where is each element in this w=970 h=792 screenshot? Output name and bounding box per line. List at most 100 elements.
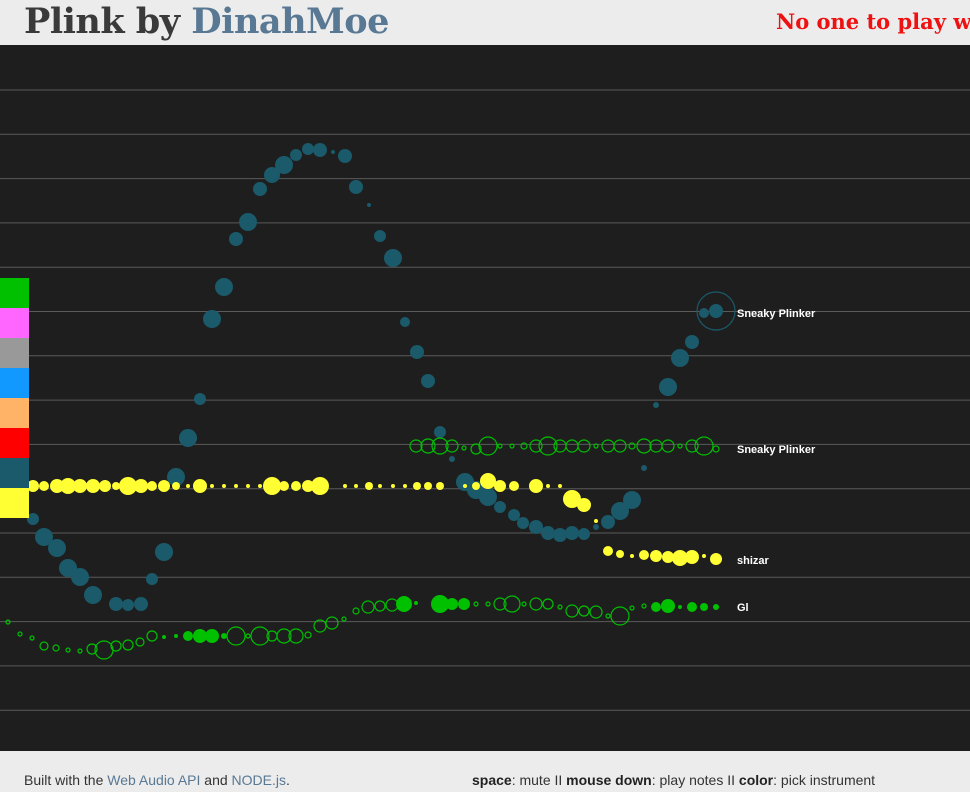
swatch-gray[interactable]	[0, 338, 29, 368]
note-dot-yellow	[472, 482, 480, 490]
note-dot-teal	[109, 597, 123, 611]
web-audio-api-link[interactable]: Web Audio API	[107, 772, 201, 788]
note-dot-green	[361, 600, 375, 614]
note-dot-green	[174, 634, 178, 638]
app-title-dinahmoe[interactable]: DinahMoe	[191, 1, 389, 42]
note-dot-green	[205, 629, 219, 643]
note-dot-teal	[134, 597, 148, 611]
swatch-red[interactable]	[0, 428, 29, 458]
player-label: Sneaky Plinker	[737, 308, 816, 320]
note-dot-green	[613, 439, 627, 453]
note-dot-yellow	[603, 546, 613, 556]
note-dot-green	[661, 599, 675, 613]
note-dot-green	[122, 639, 134, 651]
note-dot-teal	[290, 149, 302, 161]
note-dot-teal	[653, 402, 659, 408]
note-dot-green	[529, 597, 543, 611]
note-dot-green	[52, 644, 60, 652]
help-desc-mouse: : play notes II	[651, 772, 736, 788]
note-dot-yellow	[509, 481, 519, 491]
note-dot-yellow	[702, 554, 706, 558]
note-dot-teal	[338, 149, 352, 163]
note-dot-green	[65, 647, 71, 653]
credits-and: and	[204, 772, 228, 788]
swatch-green[interactable]	[0, 278, 29, 308]
note-dot-yellow	[662, 551, 674, 563]
note-dot-green	[636, 438, 652, 454]
note-dot-green	[605, 613, 611, 619]
note-dot-yellow	[134, 479, 148, 493]
note-dot-green	[641, 603, 647, 609]
note-canvas[interactable]	[0, 45, 970, 751]
note-dot-yellow	[546, 484, 550, 488]
note-dot-teal	[349, 180, 363, 194]
note-dot-teal	[611, 502, 629, 520]
note-dot-yellow	[494, 480, 506, 492]
note-dot-yellow	[630, 554, 634, 558]
note-dot-green	[396, 596, 412, 612]
note-dot-green	[461, 445, 467, 451]
note-dot-green	[593, 443, 599, 449]
note-dot-yellow	[710, 553, 722, 565]
note-dot-yellow	[186, 484, 190, 488]
note-dot-green	[628, 442, 636, 450]
swatch-teal[interactable]	[0, 458, 29, 488]
note-dot-teal	[641, 465, 647, 471]
note-dot-teal	[494, 501, 506, 513]
note-dot-green	[446, 598, 458, 610]
note-dot-green	[77, 648, 83, 654]
note-dot-teal	[167, 468, 185, 486]
footer: Built with the Web Audio API and NODE.js…	[0, 751, 970, 792]
note-dot-teal	[400, 317, 410, 327]
note-dot-teal	[71, 568, 89, 586]
note-dot-teal	[434, 426, 446, 438]
swatch-pink[interactable]	[0, 308, 29, 338]
note-dot-green	[94, 640, 114, 660]
note-dot-yellow	[378, 484, 382, 488]
note-dot-green	[565, 439, 579, 453]
note-dot-green	[276, 628, 292, 644]
play-area[interactable]: Sneaky Plinker Sneaky Plinker shizar Gl	[0, 45, 970, 751]
swatch-blue[interactable]	[0, 368, 29, 398]
note-dot-yellow	[291, 481, 301, 491]
note-dot-green	[110, 640, 122, 652]
note-dot-green	[470, 443, 482, 455]
note-dot-yellow	[246, 484, 250, 488]
note-dot-green	[485, 601, 491, 607]
swatch-orange[interactable]	[0, 398, 29, 428]
note-dot-teal	[27, 513, 39, 525]
note-dot-green	[86, 643, 98, 655]
note-dot-teal	[215, 278, 233, 296]
note-dot-teal	[479, 488, 497, 506]
status-message: No one to play wit	[776, 9, 970, 34]
note-dot-teal	[593, 524, 599, 530]
note-dot-green	[288, 628, 304, 644]
note-dot-green	[610, 606, 630, 626]
note-dot-teal	[699, 308, 709, 318]
player-label: Gl	[737, 602, 749, 614]
footer-help: space: mute II mouse down: play notes II…	[472, 772, 875, 788]
note-dot-teal	[671, 349, 689, 367]
nodejs-link[interactable]: NODE.js	[231, 772, 286, 788]
note-dot-green	[677, 443, 683, 449]
note-dot-yellow	[343, 484, 347, 488]
note-dot-teal	[48, 539, 66, 557]
note-dot-yellow	[112, 482, 120, 490]
help-desc-color: : pick instrument	[773, 772, 876, 788]
note-dot-teal	[685, 335, 699, 349]
swatch-yellow[interactable]	[0, 488, 29, 518]
note-dot-teal	[313, 143, 327, 157]
note-dot-yellow	[480, 473, 496, 489]
note-dot-yellow	[529, 479, 543, 493]
note-dot-teal	[384, 249, 402, 267]
note-dot-green	[325, 616, 339, 630]
note-dot-teal	[565, 526, 579, 540]
note-dot-green	[250, 626, 270, 646]
note-dot-green	[5, 619, 11, 625]
note-dot-green	[565, 604, 579, 618]
app-title: Plink by DinahMoe	[24, 2, 389, 42]
note-dot-green	[414, 601, 418, 605]
note-dot-teal	[239, 213, 257, 231]
note-dot-teal	[194, 393, 206, 405]
note-dot-yellow	[672, 550, 688, 566]
